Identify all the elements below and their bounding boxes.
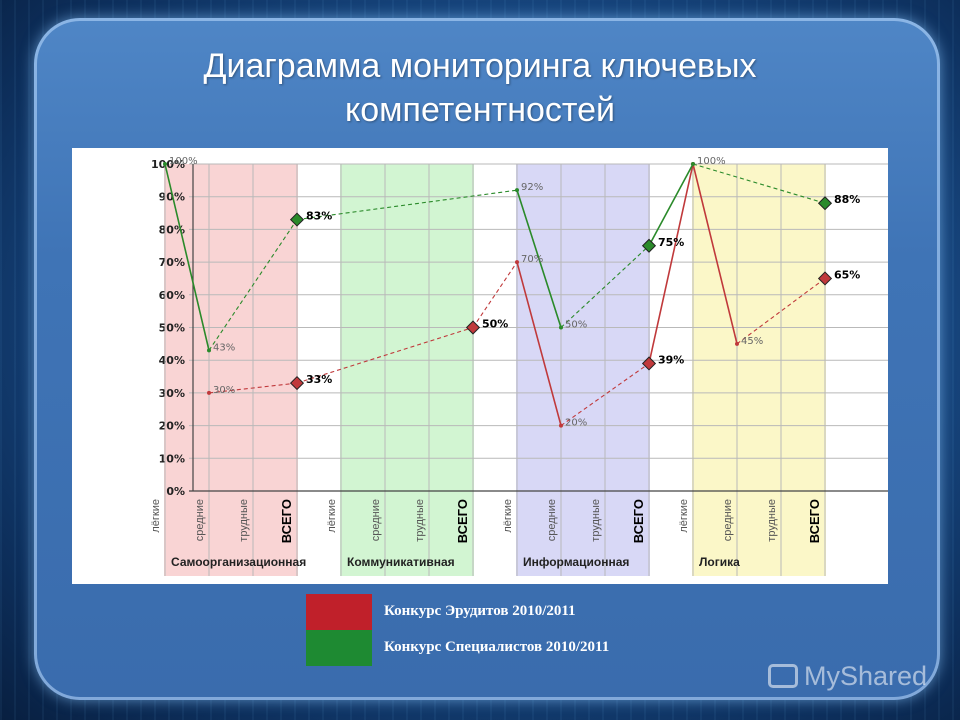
series-1-segment: [648, 163, 694, 247]
group-label: Информационная: [523, 555, 629, 569]
series-0-data-label: 30%: [213, 385, 235, 396]
myshared-logo-icon: [768, 664, 798, 688]
slide-title: Диаграмма мониторинга ключевых компетент…: [70, 44, 890, 132]
y-tick-label: 70%: [159, 256, 185, 269]
series-1-data-label: 92%: [521, 182, 543, 193]
legend-label-erudites: Конкурс Эрудитов 2010/2011: [384, 603, 576, 619]
legend-swatch-green: [306, 630, 372, 666]
group-label: Самоорганизационная: [171, 555, 306, 569]
series-0-marker: [207, 390, 211, 395]
x-tick-label: ВСЕГО: [279, 499, 294, 543]
x-tick-label: ВСЕГО: [455, 499, 470, 543]
series-1-marker: [691, 162, 695, 166]
x-tick-label: средние: [370, 499, 382, 541]
watermark: MyShared: [768, 656, 927, 696]
x-tick-label: ВСЕГО: [631, 499, 646, 543]
series-0-data-label: 65%: [834, 268, 860, 281]
x-tick-label: средние: [546, 499, 558, 541]
series-1-marker-total: [289, 212, 305, 227]
series-1-data-label: 43%: [213, 342, 235, 353]
series-0-segment: [692, 163, 738, 345]
watermark-text: MyShared: [804, 661, 928, 691]
series-1-marker-total: [817, 196, 833, 211]
y-tick-label: 50%: [159, 322, 185, 335]
line-chart: 0%10%20%30%40%50%60%70%80%90%100%xлёгкие…: [150, 156, 888, 576]
group-label: Коммуникативная: [347, 555, 455, 569]
series-0-data-label: 33%: [306, 373, 332, 386]
series-1-segment: [208, 219, 298, 351]
series-0-marker: [735, 341, 739, 346]
series-0-marker-total: [465, 320, 481, 335]
legend-label-specialists: Конкурс Специалистов 2010/2011: [384, 639, 610, 655]
group-band-2: [516, 164, 650, 576]
series-1-marker-total: [641, 238, 657, 253]
series-0-data-label: 20%: [565, 418, 587, 429]
series-0-data-label: 50%: [482, 318, 508, 331]
x-tick-label: средние: [722, 499, 734, 541]
series-0-segment: [208, 382, 298, 394]
series-0-segment: [648, 163, 694, 364]
series-1-marker: [559, 325, 563, 330]
group-label: Логика: [699, 555, 740, 569]
series-1-data-label: 100%: [697, 156, 726, 167]
x-tick-label: трудные: [238, 499, 250, 542]
series-1-data-label: 88%: [834, 193, 860, 206]
series-0-marker-total: [289, 376, 305, 391]
x-tick-label: трудные: [766, 499, 778, 542]
series-1-data-label: 100%: [169, 156, 198, 167]
series-0-segment: [516, 261, 562, 426]
series-0-segment: [560, 363, 650, 427]
series-1-data-label: 50%: [565, 320, 587, 331]
y-tick-label: 0%: [166, 485, 185, 498]
series-0-segment: [296, 326, 474, 384]
series-0-segment: [472, 261, 518, 328]
series-0-marker-total: [641, 356, 657, 371]
series-1-marker: [515, 188, 519, 193]
x-tick-label: лёгкие: [150, 499, 162, 533]
x-tick-label: лёгкие: [326, 499, 338, 533]
x-tick-label: средние: [194, 499, 206, 541]
y-tick-label: 100%: [151, 158, 185, 171]
series-0-data-label: 39%: [658, 353, 684, 366]
series-1-segment: [560, 245, 650, 328]
y-tick-label: 40%: [159, 354, 185, 367]
group-band-0: [164, 164, 298, 576]
series-1-segment: [296, 189, 518, 221]
series-1-marker: [163, 162, 167, 166]
series-0-marker: [515, 260, 519, 265]
y-tick-label: 20%: [159, 420, 185, 433]
series-0-data-label: 45%: [741, 336, 763, 347]
series-1-segment: [164, 163, 210, 351]
slide-title-line-2: компетентностей: [345, 91, 615, 129]
x-tick-label: лёгкие: [502, 499, 514, 533]
series-1-marker: [207, 348, 211, 353]
series-1-data-label: 75%: [658, 236, 684, 249]
series-1-segment: [516, 189, 562, 328]
y-tick-label: 60%: [159, 289, 185, 302]
group-band-1: [340, 164, 474, 576]
series-0-marker: [559, 423, 563, 428]
x-tick-label: ВСЕГО: [807, 499, 822, 543]
series-0-segment: [736, 278, 826, 345]
legend-swatch-red: [306, 594, 372, 630]
series-0-data-label: 70%: [521, 254, 543, 265]
series-1-data-label: 83%: [306, 210, 332, 223]
x-tick-label: трудные: [590, 499, 602, 542]
series-1-segment: [692, 163, 826, 204]
series-0-marker-total: [817, 271, 833, 286]
x-tick-label: трудные: [414, 499, 426, 542]
y-tick-label: 10%: [159, 452, 185, 465]
x-tick-label: лёгкие: [678, 499, 690, 533]
slide-title-line-1: Диаграмма мониторинга ключевых: [203, 47, 757, 85]
group-band-3: [692, 164, 826, 576]
y-tick-label: 30%: [159, 387, 185, 400]
chart-area: 0%10%20%30%40%50%60%70%80%90%100%xлёгкие…: [72, 148, 888, 584]
